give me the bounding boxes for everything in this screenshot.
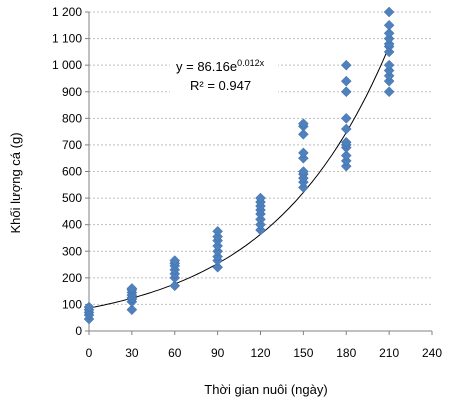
y-tick-label: 200 — [62, 271, 82, 285]
x-tick-label: 60 — [168, 346, 182, 360]
data-point — [383, 6, 395, 18]
equation-prefix: y = 86.16e — [176, 59, 237, 74]
x-tick-label: 30 — [125, 346, 139, 360]
data-point — [383, 59, 395, 71]
equation-exponent: 0.012x — [237, 58, 265, 68]
y-tick-label: 0 — [75, 324, 82, 338]
y-axis-title: Khối lượng cá (g) — [8, 132, 23, 233]
data-point — [169, 255, 181, 266]
gridlines — [89, 11, 432, 305]
data-point — [340, 123, 352, 135]
data-point — [340, 59, 352, 71]
r-squared: R² = 0.947 — [190, 78, 251, 93]
data-point — [383, 27, 395, 39]
data-point — [383, 86, 395, 98]
y-tick-label: 1 100 — [52, 32, 82, 46]
data-point — [383, 19, 395, 31]
data-point — [212, 261, 223, 273]
data-point — [298, 166, 309, 177]
data-point — [298, 147, 309, 159]
axes — [85, 11, 433, 335]
trendline — [88, 46, 390, 309]
y-tick-label: 600 — [62, 165, 82, 179]
data-point — [340, 75, 352, 87]
x-tick-label: 180 — [336, 346, 356, 360]
data-points — [83, 6, 395, 325]
data-point — [340, 136, 352, 148]
x-axis-title: Thời gian nuôi (ngày) — [204, 382, 327, 397]
equation-background — [170, 53, 278, 95]
data-point — [126, 283, 138, 294]
y-tick-label: 900 — [62, 85, 82, 99]
y-tick-label: 1 200 — [52, 5, 82, 19]
x-tick-label: 210 — [379, 346, 399, 360]
data-point — [212, 225, 223, 237]
data-point — [83, 301, 95, 313]
y-tick-label: 100 — [62, 297, 82, 311]
x-tick-label: 240 — [422, 346, 442, 360]
x-tick-label: 120 — [250, 346, 270, 360]
x-tick-label: 0 — [86, 346, 93, 360]
x-tick-label: 150 — [293, 346, 313, 360]
trendline-curve — [88, 46, 390, 309]
y-tick-label: 1 000 — [52, 58, 82, 72]
data-point — [126, 304, 138, 316]
data-point — [340, 150, 352, 161]
y-tick-label: 500 — [62, 191, 82, 205]
y-tick-label: 800 — [62, 111, 82, 125]
x-tick-label: 90 — [211, 346, 225, 360]
y-tick-label: 300 — [62, 244, 82, 258]
data-point — [255, 192, 266, 204]
data-point — [169, 280, 181, 292]
data-point — [298, 118, 309, 130]
data-point — [298, 128, 309, 140]
data-point — [340, 86, 352, 98]
y-tick-label: 400 — [62, 218, 82, 232]
trendline-equation: y = 86.16e0.012x — [176, 58, 265, 74]
data-point — [340, 112, 352, 124]
y-tick-label: 700 — [62, 138, 82, 152]
